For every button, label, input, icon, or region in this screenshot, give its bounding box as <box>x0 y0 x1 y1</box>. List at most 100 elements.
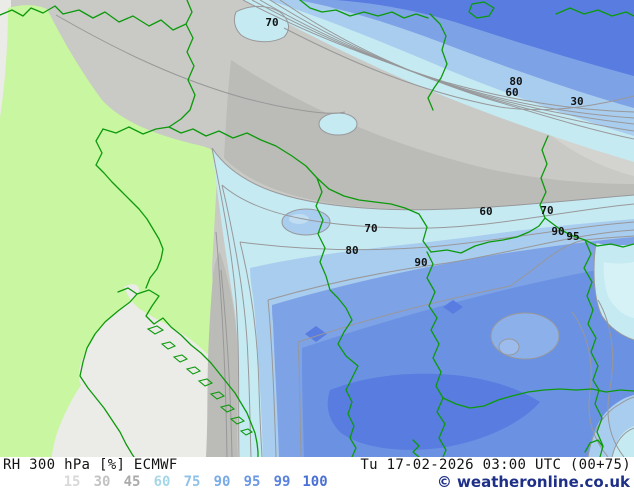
contour-70-line <box>221 184 634 229</box>
legend-value-100: 100 <box>302 473 328 490</box>
region-cyan-blob-top <box>234 6 289 42</box>
contour-95-left <box>297 341 302 457</box>
border-vertical-west <box>168 0 196 128</box>
contour-60-left <box>211 147 240 457</box>
map-title: RH 300 hPa [%] ECMWF <box>3 457 178 473</box>
contour-coastal-1 <box>215 231 228 457</box>
island-6 <box>209 391 226 400</box>
map-canvas: 70 80 60 30 70 80 90 60 70 90 95 <box>0 0 634 457</box>
country-borders <box>0 0 634 457</box>
contour-top-1 <box>251 0 634 119</box>
island-1 <box>146 325 165 335</box>
contour-top-3 <box>269 0 634 132</box>
border-italy-coast <box>79 287 138 457</box>
contour-95-line <box>297 235 634 343</box>
region-pocket-core <box>289 214 309 224</box>
contour-ring-se-core <box>498 338 520 356</box>
region-deep-patch-2 <box>443 300 463 314</box>
contour-label-90: 90 <box>414 256 427 269</box>
contour-ring-se-blob <box>490 312 560 360</box>
island-9 <box>239 428 254 436</box>
island-2 <box>160 341 177 350</box>
contour-90-left <box>267 299 277 457</box>
contour-label-30: 30 <box>570 95 583 108</box>
border-croatia-inner <box>95 128 164 289</box>
contour-label-90: 90 <box>551 225 564 238</box>
island-5 <box>197 378 214 387</box>
border-danube-east <box>430 217 634 254</box>
border-dalmatia-coast <box>136 289 259 457</box>
legend-value-99: 99 <box>273 473 291 490</box>
island-3 <box>172 354 189 363</box>
contour-90-line <box>267 229 634 301</box>
region-top-band-99 <box>336 0 634 76</box>
contour-label-80: 80 <box>345 244 358 257</box>
region-adriatic-low <box>52 284 252 457</box>
border-loop-ne <box>468 1 495 19</box>
contour-60-line <box>211 147 634 211</box>
rh-fill-regions <box>0 0 634 457</box>
contour-top-2 <box>259 0 634 125</box>
legend-value-95: 95 <box>243 473 261 490</box>
contour-corner-2 <box>611 427 634 457</box>
border-serbia-east <box>426 251 447 457</box>
legend-value-15: 15 <box>63 473 81 490</box>
footer-row-1: RH 300 hPa [%] ECMWF Tu 17-02-2026 03:00… <box>0 457 634 473</box>
border-hungary-danube <box>168 126 432 253</box>
legend-value-90: 90 <box>213 473 231 490</box>
region-grey-central <box>224 60 634 210</box>
border-bottom-squiggle <box>412 439 420 457</box>
region-right-pocket-core <box>603 262 634 318</box>
contour-30-line <box>283 27 634 111</box>
footer-bar: RH 300 hPa [%] ECMWF Tu 17-02-2026 03:00… <box>0 457 634 490</box>
border-ne-corner <box>555 7 634 17</box>
legend-value-75: 75 <box>183 473 201 490</box>
region-deep-blob-bottom <box>327 373 540 450</box>
contour-label-60: 60 <box>505 86 518 99</box>
border-bulgaria-south <box>442 388 634 409</box>
contour-label-70: 70 <box>540 204 553 217</box>
region-corner-band-60 <box>612 426 634 457</box>
border-bosnia-serbia <box>315 177 359 457</box>
region-se-light-core <box>499 339 519 355</box>
border-ukraine <box>427 13 448 111</box>
contour-se-arc-2 <box>597 299 625 457</box>
legend-value-60: 60 <box>153 473 171 490</box>
region-cyan-ellipse-small <box>319 113 357 135</box>
map-datetime: Tu 17-02-2026 03:00 UTC (00+75) <box>360 457 631 473</box>
contour-corner-1 <box>587 396 634 457</box>
contour-80-line <box>239 221 634 251</box>
contour-topleft-long <box>55 14 346 114</box>
footer-row-2: 15 30 45 60 75 90 95 99 100 © weatheronline.co.u… <box>0 473 634 490</box>
border-corner-hook <box>584 439 604 453</box>
copyright: © weatheronline.co.uk <box>436 472 630 490</box>
border-alps <box>0 5 187 31</box>
border-slovakia <box>299 0 429 19</box>
contour-label-95: 95 <box>566 230 579 243</box>
border-blacksea-coast <box>583 239 604 457</box>
contour-70-left <box>221 184 252 457</box>
contour-top-4 <box>279 0 634 140</box>
contour-label-60: 60 <box>479 205 492 218</box>
island-7 <box>219 404 236 413</box>
island-8 <box>229 416 246 425</box>
border-slovenia <box>102 126 170 135</box>
legend-value-30: 30 <box>93 473 111 490</box>
island-4 <box>185 366 202 375</box>
contour-80-left <box>239 241 263 457</box>
legend-scale: 15 30 45 60 75 90 95 99 100 <box>57 474 333 490</box>
contour-label-70: 70 <box>364 222 377 235</box>
legend-value-45: 45 <box>123 473 141 490</box>
contour-ring-top-blob <box>233 5 289 43</box>
croatian-islands <box>146 325 254 436</box>
border-carpathian <box>539 135 549 219</box>
contour-right-pocket <box>593 242 634 341</box>
contour-label-70: 70 <box>265 16 278 29</box>
contour-label-80: 80 <box>509 75 522 88</box>
contour-ring-pocket <box>281 208 331 236</box>
contour-coastal-2 <box>220 269 233 457</box>
contour-lines <box>55 0 634 457</box>
